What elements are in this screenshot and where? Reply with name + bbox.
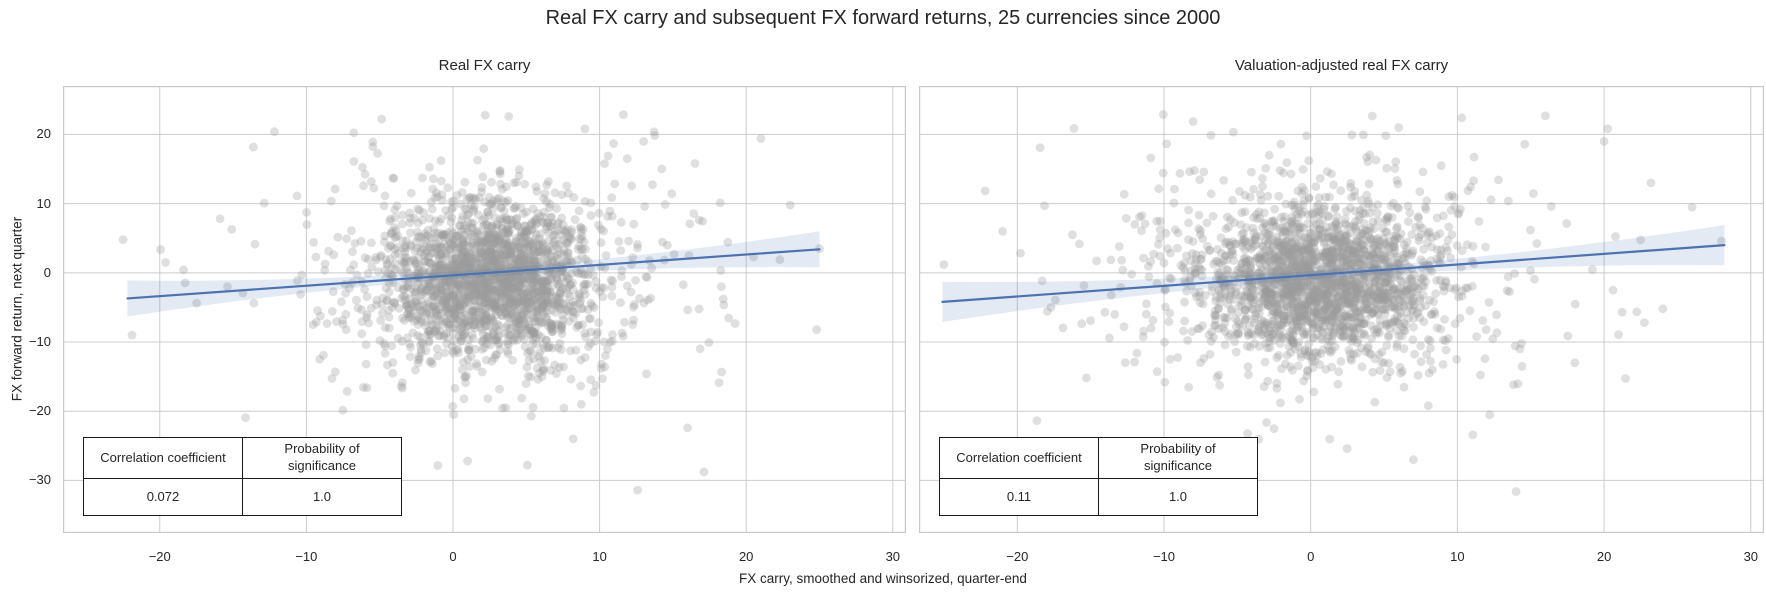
- left-stats-table: Correlation coefficient Probability of s…: [83, 437, 402, 516]
- scatter-outlier-point: [690, 159, 700, 168]
- x-tick-label: −10: [1152, 549, 1176, 564]
- right-stats-table: Correlation coefficient Probability of s…: [939, 437, 1258, 516]
- scatter-outlier-point: [639, 137, 648, 146]
- y-tick-label: −10: [28, 334, 51, 350]
- y-tick-label: −20: [28, 403, 51, 419]
- scatter-outlier-point: [1717, 236, 1726, 246]
- left-prob-value: 1.0: [242, 478, 402, 516]
- gridlines: [919, 86, 1764, 533]
- scatter-outlier-point: [504, 112, 514, 121]
- regression-line: [941, 244, 1726, 303]
- right-panel-title: Valuation-adjusted real FX carry: [1234, 57, 1449, 74]
- scatter-outlier-point: [1485, 410, 1495, 420]
- scatter-outlier-point: [756, 134, 766, 143]
- left-panel: Real FX carry Correlation coefficient Pr…: [29, 57, 906, 564]
- left-panel-title: Real FX carry: [438, 57, 531, 74]
- scatter-outlier-point: [1658, 304, 1668, 314]
- scatter-outlier-point: [118, 235, 128, 245]
- scatter-outlier-point: [1546, 202, 1556, 211]
- x-tick-label: 20: [1596, 549, 1612, 564]
- scatter-outlier-point: [1646, 178, 1656, 188]
- scatter-outlier-point: [1106, 290, 1116, 300]
- scatter-outlier-point: [161, 258, 170, 267]
- regression-line: [126, 248, 821, 300]
- scatter-outlier-point: [939, 260, 949, 269]
- scatter-outlier-point: [633, 485, 643, 495]
- scatter-outlier-point: [785, 200, 795, 210]
- scatter-outlier-point: [1599, 137, 1609, 146]
- left-prob-header: Probability of significance: [242, 437, 402, 479]
- scatter-outlier-point: [642, 369, 651, 379]
- right-corr-value: 0.11: [939, 478, 1099, 516]
- x-tick-label: −20: [148, 549, 171, 564]
- scatter-outlier-point: [683, 423, 692, 433]
- x-tick-label: 10: [1450, 549, 1465, 564]
- scatter-outlier-point: [1541, 111, 1550, 121]
- x-tick-label: 10: [592, 549, 607, 564]
- scatter-outlier-point: [463, 456, 472, 466]
- figure-title: Real FX carry and subsequent FX forward …: [545, 7, 1221, 29]
- right-panel-plot: [919, 86, 1764, 533]
- scatter-outlier-point: [580, 124, 590, 134]
- scatter-points-group: [118, 110, 824, 495]
- right-prob-value: 1.0: [1098, 478, 1258, 516]
- right-panel: Valuation-adjusted real FX carry Correla…: [919, 57, 1764, 564]
- y-tick-label: 20: [36, 126, 51, 142]
- scatter-outlier-point: [568, 434, 578, 444]
- scatter-outlier-point: [1608, 285, 1618, 295]
- x-tick-label: 30: [885, 549, 901, 564]
- panel-border: [63, 86, 906, 533]
- x-tick-label: −10: [295, 549, 318, 564]
- x-axis-label: FX carry, smoothed and winsorized, quart…: [739, 571, 1027, 586]
- y-tick-label: 0: [43, 264, 51, 280]
- x-tick-label: 20: [738, 549, 754, 564]
- left-corr-header: Correlation coefficient: [83, 437, 243, 479]
- y-axis-label: FX forward return, next quarter: [9, 216, 25, 402]
- scatter-outlier-point: [1457, 113, 1467, 123]
- scatter-outlier-point: [1394, 123, 1404, 132]
- y-tick-label: 10: [36, 195, 51, 211]
- scatter-outlier-point: [775, 255, 785, 265]
- right-corr-header: Correlation coefficient: [939, 437, 1099, 479]
- x-tick-label: 0: [1307, 549, 1315, 564]
- scatter-points-group: [939, 110, 1726, 496]
- x-tick-label: 30: [1743, 549, 1759, 564]
- left-corr-value: 0.072: [83, 478, 243, 516]
- scatter-outlier-point: [1511, 487, 1521, 496]
- scatter-outlier-point: [1409, 455, 1418, 465]
- x-tick-label: −20: [1006, 549, 1029, 564]
- scatter-outlier-point: [1570, 358, 1580, 368]
- scatter-outlier-point: [1046, 303, 1056, 312]
- left-panel-plot: [63, 86, 906, 533]
- x-tick-label: 0: [449, 549, 457, 564]
- scatter-outlier-point: [812, 325, 821, 334]
- panel-border: [919, 86, 1764, 533]
- scatter-outlier-point: [998, 226, 1007, 236]
- scatter-outlier-point: [480, 110, 490, 120]
- right-prob-header: Probability of significance: [1098, 437, 1258, 479]
- y-tick-label: −30: [28, 472, 51, 488]
- scatter-outlier-point: [1687, 202, 1697, 212]
